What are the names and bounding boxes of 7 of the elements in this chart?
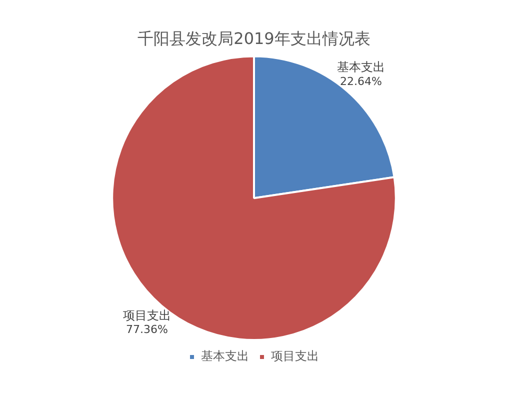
data-label: 22.64% bbox=[340, 74, 382, 88]
data-label: 77.36% bbox=[126, 323, 168, 336]
legend-label: 项目支出 bbox=[271, 349, 319, 364]
legend-label: 基本支出 bbox=[201, 349, 249, 364]
slice-label: 基本支出 bbox=[336, 60, 385, 74]
slice-label: 项目支出 bbox=[123, 308, 172, 322]
chart-title: 千阳县发改局2019年支出情况表 bbox=[138, 28, 370, 48]
